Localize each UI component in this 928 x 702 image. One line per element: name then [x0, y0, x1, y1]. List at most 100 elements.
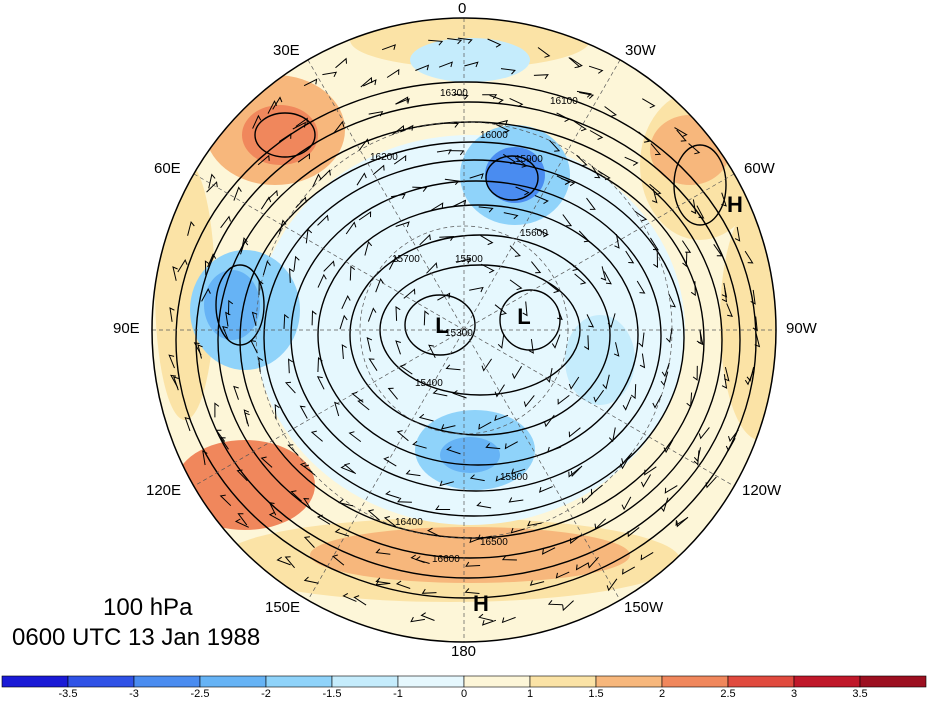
- wind-barb: [278, 219, 287, 235]
- map-outline: [151, 17, 777, 643]
- wind-barb: [412, 440, 427, 449]
- wind-barb: [642, 98, 656, 109]
- wind-barb: [511, 365, 523, 380]
- wind-barbs: [168, 37, 761, 626]
- wind-barb: [228, 299, 234, 315]
- wind-barb: [268, 502, 277, 516]
- colorbar-tick-label: 0: [460, 688, 468, 700]
- wind-barb: [534, 228, 549, 238]
- wind-barb: [299, 405, 308, 419]
- wind-barb: [214, 402, 220, 418]
- wind-barb: [690, 199, 697, 215]
- wind-barb: [622, 566, 636, 575]
- wind-barb: [421, 588, 437, 594]
- wind-barb: [547, 599, 563, 606]
- wind-barb: [573, 120, 587, 132]
- wind-barb: [290, 490, 302, 502]
- wind-barb: [396, 430, 409, 442]
- colorbar-swatch: [727, 675, 795, 688]
- wind-barb: [713, 244, 723, 257]
- wind-barb: [469, 474, 485, 482]
- wind-barb: [570, 465, 583, 478]
- wind-barb: [453, 93, 469, 100]
- wind-barb: [568, 427, 581, 438]
- wind-barb: [316, 514, 331, 525]
- wind-barb: [197, 344, 203, 359]
- colorbar-tick-label: 2: [658, 688, 666, 700]
- wind-barb: [652, 394, 662, 409]
- wind-barb: [436, 149, 452, 155]
- wind-barb: [348, 431, 362, 442]
- colorbar-swatch: [133, 675, 201, 688]
- wind-barb: [500, 68, 516, 75]
- wind-barb: [523, 395, 535, 408]
- wind-barb: [303, 536, 315, 548]
- wind-barb: [494, 384, 505, 398]
- wind-barb: [444, 178, 460, 186]
- wind-barb: [578, 230, 590, 243]
- valid-time-title: 0600 UTC 13 Jan 1988: [12, 624, 261, 651]
- wind-barb: [485, 443, 501, 450]
- wind-barb: [432, 389, 448, 397]
- colorbar-swatch: [793, 675, 861, 688]
- wind-barb: [385, 490, 400, 499]
- lon-label-120e: 120E: [146, 482, 182, 499]
- wind-barb: [405, 469, 421, 477]
- wind-barb: [650, 143, 662, 156]
- wind-barb: [412, 186, 428, 192]
- wind-barb: [266, 189, 278, 201]
- wind-barb: [726, 303, 733, 317]
- wind-barb: [634, 210, 648, 222]
- wind-barb: [698, 427, 710, 440]
- wind-barb: [686, 392, 693, 408]
- wind-barb: [638, 131, 651, 143]
- wind-barb: [676, 129, 687, 142]
- wind-barb: [464, 61, 479, 68]
- wind-barb: [268, 512, 283, 522]
- wind-barb: [724, 366, 730, 382]
- wind-barb: [576, 90, 592, 98]
- wind-barb: [381, 44, 396, 51]
- wind-barb: [503, 212, 519, 220]
- wind-barb: [289, 267, 295, 283]
- wind-barb: [584, 335, 590, 351]
- wind-barb: [427, 527, 441, 538]
- wind-barb: [395, 221, 410, 228]
- wind-barb: [187, 221, 195, 236]
- wind-barb: [664, 485, 678, 494]
- contour-label: 15500: [455, 254, 483, 265]
- colorbar-tick-label: 3.5: [852, 688, 868, 700]
- wind-barb: [589, 130, 604, 140]
- wind-barb: [693, 447, 701, 463]
- wind-barb: [675, 517, 689, 527]
- contour-label: 16300: [440, 88, 468, 99]
- wind-barb: [570, 534, 583, 545]
- wind-barb: [480, 234, 494, 246]
- wind-barb: [621, 496, 632, 511]
- wind-barb: [393, 155, 407, 165]
- wind-barb: [549, 140, 561, 152]
- wind-barb: [215, 429, 226, 442]
- wind-barb: [531, 261, 542, 274]
- wind-barb: [368, 111, 384, 117]
- contour-label: 15800: [500, 472, 528, 483]
- wind-barb: [576, 154, 588, 167]
- contour-label: 16000: [480, 130, 508, 141]
- wind-barb: [606, 578, 618, 592]
- wind-barb: [419, 233, 431, 246]
- wind-barb: [260, 196, 272, 210]
- wind-barb: [395, 97, 410, 105]
- wind-barb: [725, 438, 736, 452]
- lon-label-60e: 60E: [154, 160, 181, 177]
- wind-barb: [665, 327, 673, 343]
- wind-barb: [568, 467, 581, 478]
- wind-barb: [250, 339, 258, 354]
- wind-barb: [168, 354, 175, 369]
- wind-barb: [696, 329, 702, 345]
- wind-barb: [172, 266, 178, 281]
- wind-barb: [476, 501, 492, 509]
- wind-barb: [272, 96, 283, 110]
- wind-barb: [489, 94, 504, 104]
- wind-barb: [744, 371, 754, 386]
- wind-barb: [469, 536, 484, 544]
